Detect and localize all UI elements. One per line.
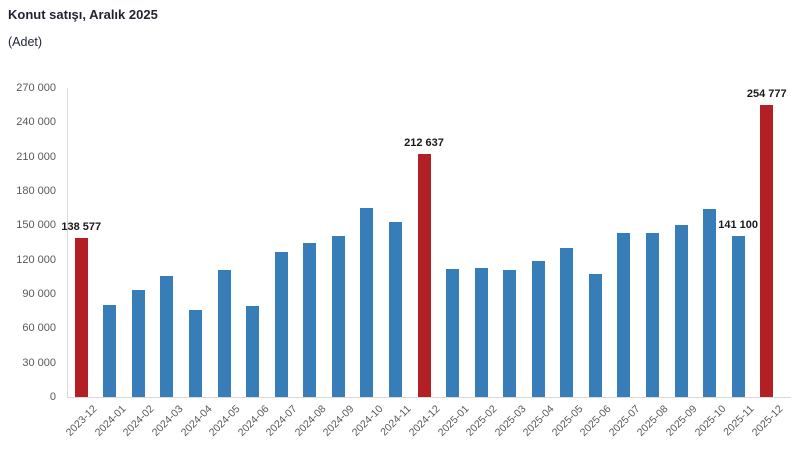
bar — [131, 290, 145, 397]
y-tick-label: 180 000 — [16, 185, 56, 197]
y-tick-label: 30 000 — [22, 356, 56, 369]
bar — [274, 252, 288, 397]
bar — [674, 225, 688, 397]
bar — [74, 238, 88, 397]
x-axis-line — [67, 397, 791, 398]
bar-value-label: 138 577 — [61, 221, 102, 233]
bar — [446, 269, 460, 397]
bar — [703, 209, 717, 397]
bar — [588, 274, 602, 397]
bar — [760, 105, 774, 397]
bar — [360, 208, 374, 397]
y-tick-label: 0 — [49, 391, 56, 403]
bar-value-label: 141 100 — [718, 219, 759, 231]
bar — [217, 270, 231, 397]
chart-unit-label: (Adet) — [8, 35, 43, 49]
bar — [303, 243, 317, 397]
bar — [503, 270, 517, 397]
y-tick-label: 210 000 — [16, 150, 56, 163]
bar — [531, 261, 545, 397]
y-axis-line — [67, 88, 68, 397]
bar — [246, 306, 260, 397]
y-tick-label: 240 000 — [16, 116, 56, 129]
bar — [645, 233, 659, 397]
bar-value-label: 212 637 — [404, 137, 444, 149]
bar — [189, 310, 203, 397]
y-tick-label: 150 000 — [16, 219, 56, 232]
bar — [617, 233, 631, 397]
bar — [331, 236, 345, 397]
bar-value-label: 254 777 — [746, 88, 787, 100]
chart-title: Konut satışı, Aralık 2025 — [8, 7, 158, 22]
y-tick-label: 60 000 — [22, 322, 56, 335]
bar — [388, 222, 402, 397]
bar — [417, 154, 431, 397]
bar — [160, 276, 174, 397]
bar — [103, 305, 117, 397]
y-tick-label: 270 000 — [16, 82, 56, 94]
bar — [560, 248, 574, 397]
y-tick-label: 90 000 — [22, 288, 56, 300]
y-tick-label: 120 000 — [16, 253, 56, 266]
bar — [731, 236, 745, 397]
bar — [474, 268, 488, 397]
